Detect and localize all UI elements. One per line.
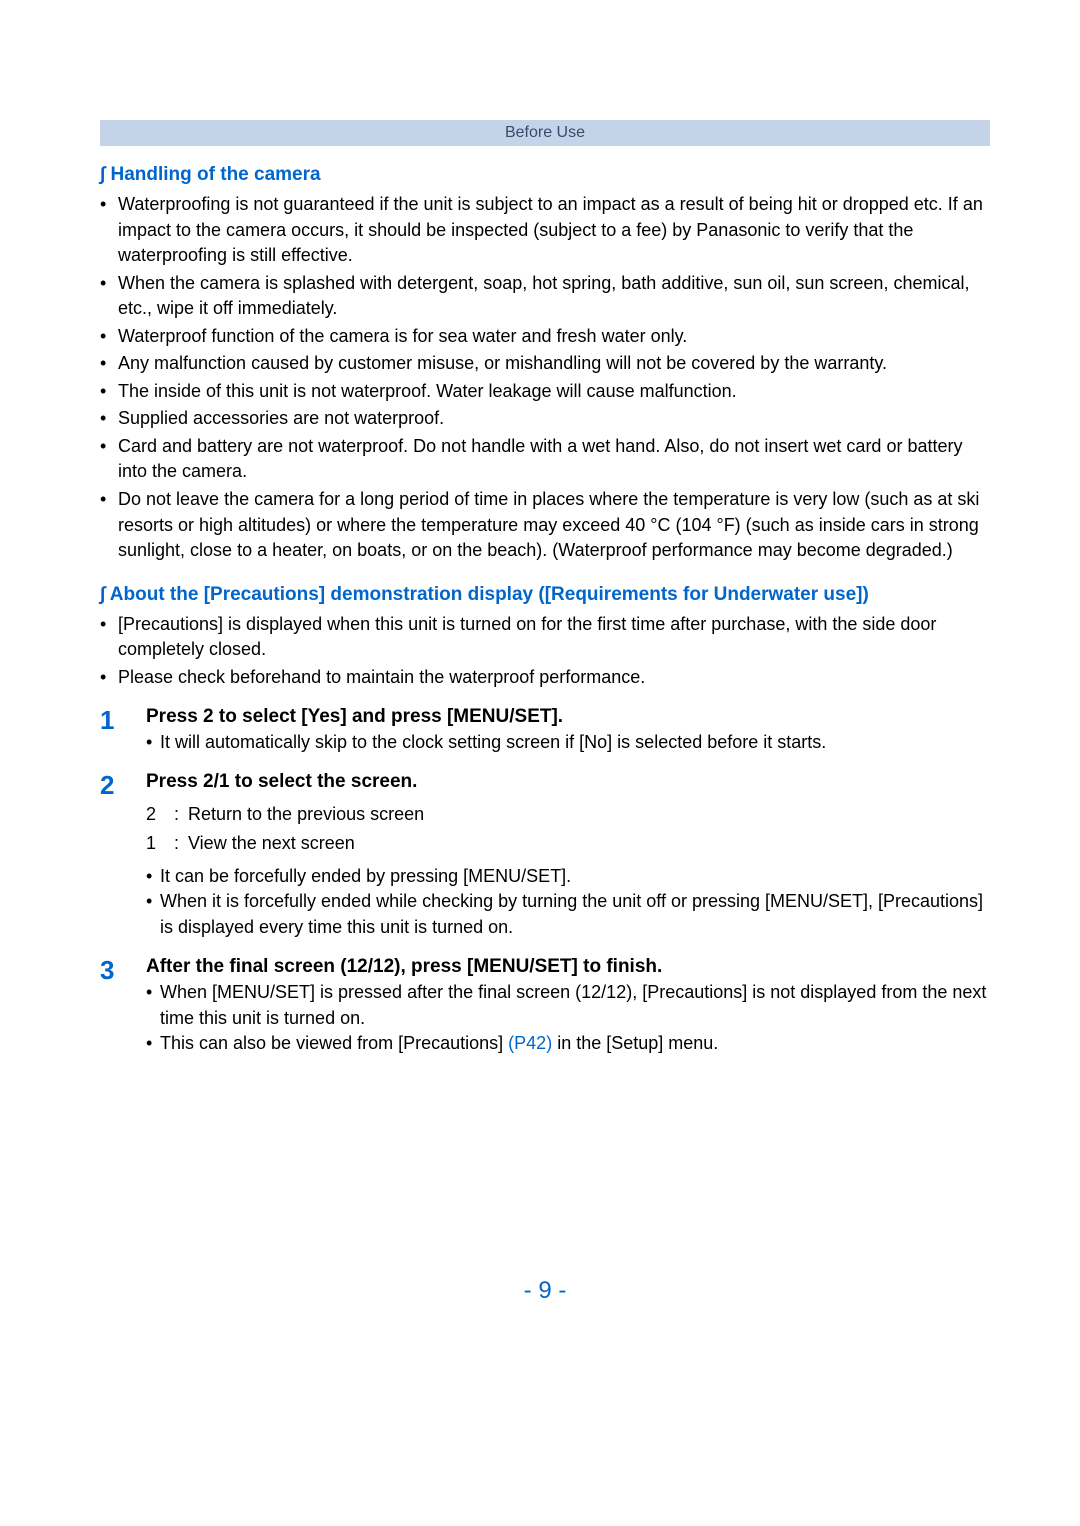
step-title: Press 2/1 to select the screen. — [146, 769, 990, 795]
step-sub-post: in the [Setup] menu. — [552, 1033, 718, 1053]
bullet-item: •[Precautions] is displayed when this un… — [100, 612, 990, 663]
bullet-list-b: •[Precautions] is displayed when this un… — [100, 612, 990, 691]
bullet-item: •Waterproof function of the camera is fo… — [100, 324, 990, 350]
step-sub-pre: This can also be viewed from [Precaution… — [160, 1033, 508, 1053]
step-sub-bullet: • When [MENU/SET] is pressed after the f… — [146, 980, 990, 1031]
bullet-text: When the camera is splashed with deterge… — [118, 271, 990, 322]
bullet-text: Please check beforehand to maintain the … — [118, 665, 645, 691]
bullet-dot-icon: • — [146, 980, 160, 1031]
header-title: Before Use — [505, 124, 585, 141]
bullet-dot-icon: • — [100, 406, 118, 432]
step-sub-text: When [MENU/SET] is pressed after the fin… — [160, 980, 990, 1031]
bullet-dot-icon: • — [146, 864, 160, 890]
section-header-bar: Before Use — [100, 120, 990, 146]
bullet-dot-icon: • — [146, 1031, 160, 1057]
step-sub-bullet: • This can also be viewed from [Precauti… — [146, 1031, 990, 1057]
bullet-item: •When the camera is splashed with deterg… — [100, 271, 990, 322]
bullet-text: Do not leave the camera for a long perio… — [118, 487, 990, 564]
bullet-text: Waterproof function of the camera is for… — [118, 324, 687, 350]
step-title: Press 2 to select [Yes] and press [MENU/… — [146, 704, 990, 730]
step-title: After the final screen (12/12), press [M… — [146, 954, 990, 980]
bullet-text: Card and battery are not waterproof. Do … — [118, 434, 990, 485]
step-2: 2 Press 2/1 to select the screen. — [100, 769, 990, 800]
step-sub-bullet: • It will automatically skip to the cloc… — [146, 730, 990, 756]
step-sub-text: It will automatically skip to the clock … — [160, 730, 826, 756]
bullet-dot-icon: • — [100, 351, 118, 377]
step-sub-text-combined: This can also be viewed from [Precaution… — [160, 1031, 718, 1057]
step-sub-text: When it is forcefully ended while checki… — [160, 889, 990, 940]
arrow-line-left: 2 : Return to the previous screen — [146, 800, 990, 829]
bullet-list-a: •Waterproofing is not guaranteed if the … — [100, 192, 990, 564]
arrow-text: Return to the previous screen — [188, 800, 424, 829]
bullet-dot-icon: • — [100, 324, 118, 350]
bullet-item: •Supplied accessories are not waterproof… — [100, 406, 990, 432]
step-sub-bullet: • It can be forcefully ended by pressing… — [146, 864, 990, 890]
step-sub-text: It can be forcefully ended by pressing [… — [160, 864, 571, 890]
bullet-dot-icon: • — [100, 665, 118, 691]
colon-sep: : — [174, 829, 188, 858]
heading-handling: ∫ Handling of the camera — [100, 164, 990, 186]
bullet-dot-icon: • — [146, 889, 160, 940]
page-ref-link[interactable]: (P42) — [508, 1033, 552, 1053]
bullet-text: The inside of this unit is not waterproo… — [118, 379, 737, 405]
bullet-dot-icon: • — [100, 487, 118, 564]
bullet-item: •Any malfunction caused by customer misu… — [100, 351, 990, 377]
arrow-line-right: 1 : View the next screen — [146, 829, 990, 858]
left-symbol: 2 — [146, 800, 174, 829]
step-number: 1 — [100, 704, 146, 755]
step-number: 3 — [100, 954, 146, 1056]
bullet-dot-icon: • — [100, 271, 118, 322]
step-2-details: 2 : Return to the previous screen 1 : Vi… — [146, 800, 990, 940]
bullet-text: Supplied accessories are not waterproof. — [118, 406, 444, 432]
bullet-item: •Do not leave the camera for a long peri… — [100, 487, 990, 564]
bullet-item: •Card and battery are not waterproof. Do… — [100, 434, 990, 485]
bullet-item: •Waterproofing is not guaranteed if the … — [100, 192, 990, 269]
arrow-text: View the next screen — [188, 829, 355, 858]
bullet-text: Any malfunction caused by customer misus… — [118, 351, 887, 377]
step-1: 1 Press 2 to select [Yes] and press [MEN… — [100, 704, 990, 755]
bullet-text: [Precautions] is displayed when this uni… — [118, 612, 990, 663]
bullet-dot-icon: • — [100, 379, 118, 405]
bullet-item: •The inside of this unit is not waterpro… — [100, 379, 990, 405]
colon-sep: : — [174, 800, 188, 829]
page-container: Before Use ∫ Handling of the camera •Wat… — [0, 0, 1080, 1365]
step-sub-bullet: • When it is forcefully ended while chec… — [146, 889, 990, 940]
bullet-item: •Please check beforehand to maintain the… — [100, 665, 990, 691]
step-number: 2 — [100, 769, 146, 800]
heading-precautions: ∫ About the [Precautions] demonstration … — [100, 584, 990, 606]
bullet-dot-icon: • — [146, 730, 160, 756]
bullet-text: Waterproofing is not guaranteed if the u… — [118, 192, 990, 269]
bullet-dot-icon: • — [100, 434, 118, 485]
page-number: - 9 - — [100, 1277, 990, 1305]
step-3: 3 After the final screen (12/12), press … — [100, 954, 990, 1056]
bullet-dot-icon: • — [100, 192, 118, 269]
bullet-dot-icon: • — [100, 612, 118, 663]
right-symbol: 1 — [146, 829, 174, 858]
